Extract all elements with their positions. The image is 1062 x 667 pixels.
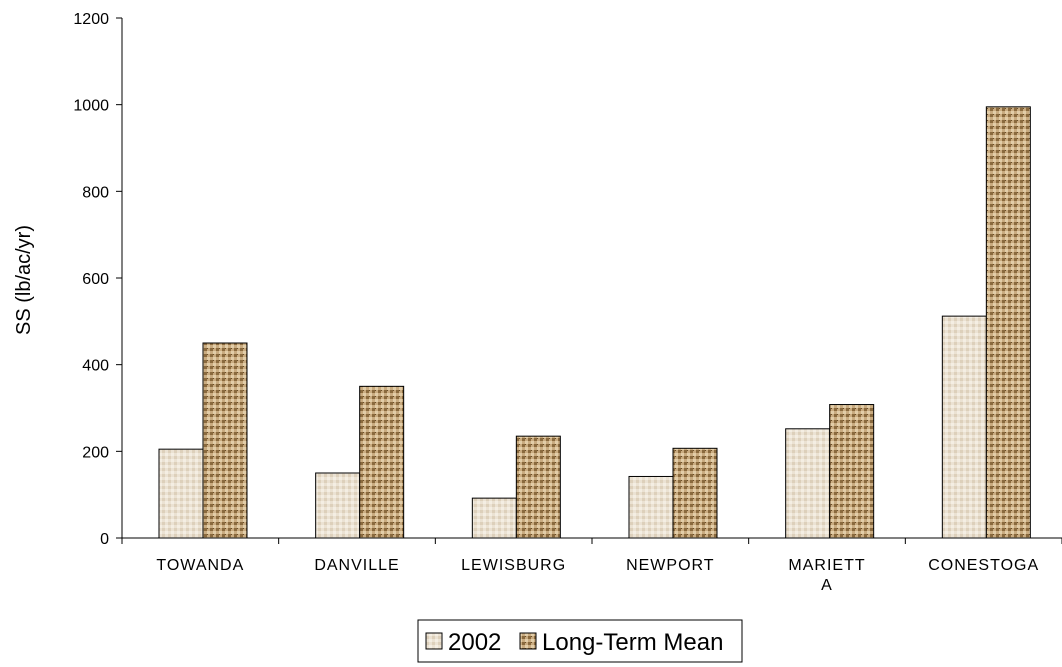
legend-swatch-1 [519,632,537,650]
bar-2002-2 [471,497,517,539]
bar-2002-5 [941,315,987,539]
category-label: MARIETT A [788,557,865,594]
legend-box [417,619,743,663]
bars [158,106,1031,539]
y-tick-label: 1200 [73,11,109,28]
y-tick-label: 400 [82,358,109,375]
legend: 2002 Long-Term Mean [417,619,743,663]
legend-label-1: Long-Term Mean [542,629,723,656]
bar-2002-3 [628,475,674,539]
bar-2002-1 [315,472,361,539]
legend-swatch-0 [425,632,443,650]
y-axis-label: SS (lb/ac/yr) [13,225,35,335]
y-tick-label: 200 [82,444,109,461]
x-axis [121,537,1062,544]
category-labels: TOWANDA DANVILLE LEWISBURG NEWPORT MARIETT A C… [156,557,1039,594]
y-tick-label: 0 [100,531,109,548]
y-tick-label: 600 [82,271,109,288]
bar-long-term-mean-2 [515,435,561,539]
y-tick-label: 1000 [73,98,109,115]
category-label: DANVILLE [314,557,399,574]
y-tick-label: 800 [82,184,109,201]
category-label: LEWISBURG [461,557,566,574]
bar-long-term-mean-1 [359,385,405,539]
bar-long-term-mean-3 [672,447,718,539]
bar-long-term-mean-5 [985,106,1031,539]
category-label: CONESTOGA [928,557,1039,574]
bar-long-term-mean-4 [829,404,875,539]
legend-label-0: 2002 [448,629,501,656]
bar-2002-0 [158,448,204,539]
bar-2002-4 [785,428,831,539]
category-label: TOWANDA [156,557,244,574]
category-label: NEWPORT [626,557,714,574]
y-axis: 0 200 400 600 800 1000 1200 [73,11,123,548]
bar-long-term-mean-0 [202,342,248,539]
